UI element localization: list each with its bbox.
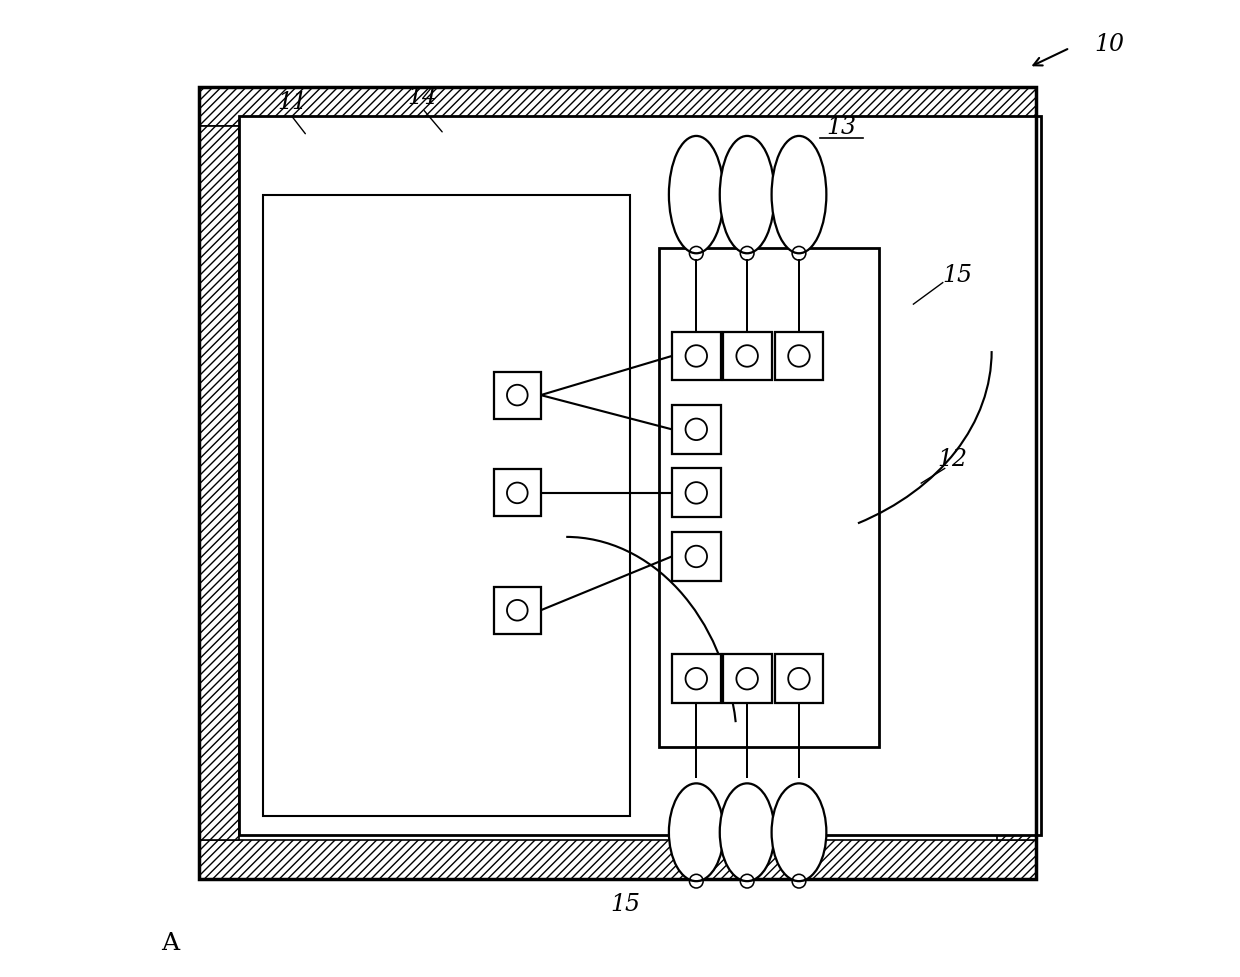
Bar <box>660 249 879 747</box>
Bar <box>672 655 720 703</box>
Bar <box>494 372 541 419</box>
Bar <box>723 655 771 703</box>
Bar <box>775 655 823 703</box>
Bar <box>200 840 1035 879</box>
Text: 13: 13 <box>826 115 856 139</box>
Text: 15: 15 <box>942 264 972 287</box>
Bar <box>200 127 238 840</box>
Bar <box>494 587 541 634</box>
Bar <box>238 117 1040 835</box>
Ellipse shape <box>668 784 724 881</box>
Ellipse shape <box>771 137 826 254</box>
Bar <box>200 88 1035 127</box>
Bar <box>723 332 771 381</box>
Text: 14: 14 <box>408 86 438 109</box>
Ellipse shape <box>719 137 775 254</box>
Ellipse shape <box>771 784 826 881</box>
Bar <box>200 88 1035 879</box>
Bar <box>672 405 720 454</box>
Bar <box>997 127 1035 840</box>
Bar <box>494 470 541 517</box>
Ellipse shape <box>668 137 724 254</box>
Bar <box>775 332 823 381</box>
Bar <box>672 469 720 518</box>
Text: 12: 12 <box>937 447 967 471</box>
Text: 10: 10 <box>1095 32 1125 56</box>
Text: A: A <box>161 931 180 955</box>
Text: 15: 15 <box>610 892 640 915</box>
Bar <box>672 332 720 381</box>
Text: 11: 11 <box>278 91 308 114</box>
Ellipse shape <box>719 784 775 881</box>
Bar <box>263 195 630 816</box>
Bar <box>672 532 720 581</box>
